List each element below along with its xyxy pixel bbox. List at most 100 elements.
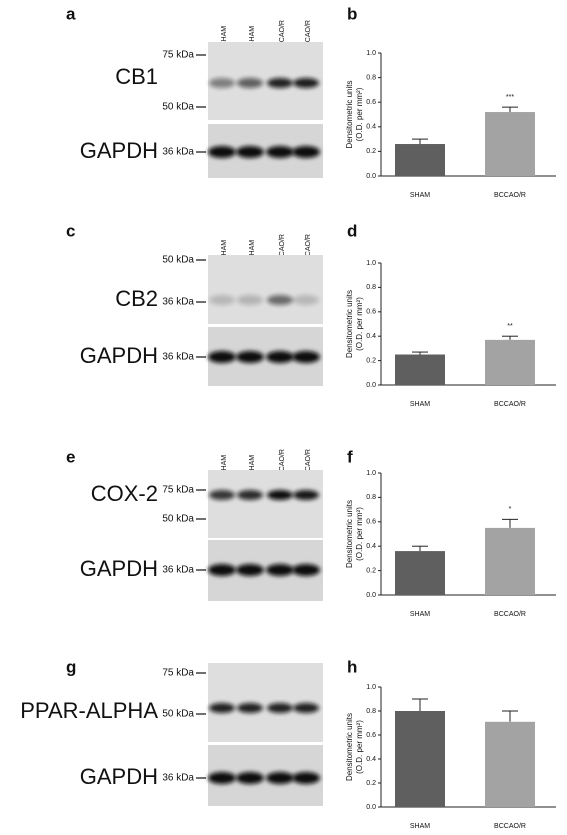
bar bbox=[395, 144, 445, 176]
gapdh-band bbox=[208, 772, 236, 784]
y-axis-title: (O.D. per mm²) bbox=[355, 507, 364, 561]
panel-letter: b bbox=[347, 4, 357, 23]
y-tick-label: 0.6 bbox=[366, 732, 376, 739]
gapdh-band bbox=[208, 351, 236, 363]
gapdh-band bbox=[292, 351, 320, 363]
significance: *** bbox=[506, 94, 514, 101]
y-tick-label: 0.0 bbox=[366, 804, 376, 811]
bar bbox=[395, 551, 445, 595]
gapdh-band bbox=[236, 146, 264, 158]
control-label: GAPDH bbox=[80, 764, 158, 789]
marker-label: 50 kDa bbox=[162, 709, 194, 720]
blot-membrane bbox=[208, 663, 323, 742]
protein-label: PPAR-ALPHA bbox=[20, 698, 158, 723]
y-tick-label: 0.4 bbox=[366, 756, 376, 763]
x-tick-label: BCCAO/R bbox=[494, 823, 526, 830]
protein-band bbox=[237, 295, 263, 305]
gapdh-band bbox=[236, 351, 264, 363]
marker-label: 50 kDa bbox=[162, 514, 194, 525]
panel-letter: a bbox=[66, 4, 76, 23]
gapdh-band bbox=[208, 146, 236, 158]
gapdh-band bbox=[292, 772, 320, 784]
gapdh-band bbox=[292, 564, 320, 576]
marker-label: 36 kDa bbox=[162, 297, 194, 308]
marker-label: 75 kDa bbox=[162, 485, 194, 496]
protein-band bbox=[209, 295, 235, 305]
y-axis-title: Densitometric units bbox=[345, 500, 354, 568]
gapdh-band bbox=[236, 772, 264, 784]
y-tick-label: 0.8 bbox=[366, 74, 376, 81]
marker-label: 75 kDa bbox=[162, 50, 194, 61]
protein-band bbox=[267, 490, 293, 500]
lane-label: BCCAO/R bbox=[305, 234, 312, 266]
lane-label: SHAM bbox=[249, 26, 256, 46]
x-tick-label: SHAM bbox=[410, 192, 430, 199]
lane-label: BCCAO/R bbox=[279, 234, 286, 266]
protein-label: COX-2 bbox=[91, 481, 158, 506]
y-tick-label: 0.2 bbox=[366, 357, 376, 364]
y-tick-label: 1.0 bbox=[366, 260, 376, 267]
x-tick-label: SHAM bbox=[410, 611, 430, 618]
y-axis-title: (O.D. per mm²) bbox=[355, 720, 364, 774]
protein-band bbox=[267, 295, 293, 305]
y-axis-title: (O.D. per mm²) bbox=[355, 297, 364, 351]
y-tick-label: 1.0 bbox=[366, 50, 376, 57]
panel-letter: e bbox=[66, 447, 75, 466]
marker-label: 36 kDa bbox=[162, 147, 194, 158]
y-tick-label: 0.0 bbox=[366, 173, 376, 180]
panel-letter: h bbox=[347, 657, 357, 676]
protein-band bbox=[293, 703, 319, 713]
y-tick-label: 0.4 bbox=[366, 333, 376, 340]
lane-label: SHAM bbox=[249, 240, 256, 260]
y-tick-label: 0.2 bbox=[366, 780, 376, 787]
bar bbox=[485, 721, 535, 807]
bar bbox=[485, 339, 535, 385]
lane-label: SHAM bbox=[221, 240, 228, 260]
x-tick-label: SHAM bbox=[410, 401, 430, 408]
protein-band bbox=[209, 490, 235, 500]
gapdh-band bbox=[266, 351, 294, 363]
protein-label: CB1 bbox=[115, 64, 158, 89]
significance: ** bbox=[507, 323, 513, 330]
x-tick-label: BCCAO/R bbox=[494, 192, 526, 199]
gapdh-band bbox=[266, 564, 294, 576]
y-axis-title: (O.D. per mm²) bbox=[355, 87, 364, 141]
y-tick-label: 0.4 bbox=[366, 543, 376, 550]
protein-band bbox=[267, 703, 293, 713]
protein-band bbox=[293, 295, 319, 305]
marker-label: 75 kDa bbox=[162, 668, 194, 679]
bar bbox=[395, 354, 445, 385]
marker-label: 36 kDa bbox=[162, 565, 194, 576]
y-tick-label: 0.8 bbox=[366, 284, 376, 291]
protein-band bbox=[293, 78, 319, 88]
protein-band bbox=[293, 490, 319, 500]
y-axis-title: Densitometric units bbox=[345, 713, 354, 781]
blot-membrane bbox=[208, 255, 323, 324]
y-tick-label: 1.0 bbox=[366, 684, 376, 691]
protein-band bbox=[237, 490, 263, 500]
lane-label: SHAM bbox=[221, 26, 228, 46]
x-tick-label: SHAM bbox=[410, 823, 430, 830]
lane-label: BCCAO/R bbox=[305, 20, 312, 52]
panel-letter: d bbox=[347, 221, 357, 240]
panel-letter: g bbox=[66, 657, 76, 676]
marker-label: 36 kDa bbox=[162, 773, 194, 784]
y-tick-label: 0.8 bbox=[366, 494, 376, 501]
protein-band bbox=[237, 78, 263, 88]
gapdh-band bbox=[266, 772, 294, 784]
marker-label: 36 kDa bbox=[162, 352, 194, 363]
protein-band bbox=[209, 703, 235, 713]
lane-label: SHAM bbox=[249, 455, 256, 475]
marker-label: 50 kDa bbox=[162, 102, 194, 113]
bar bbox=[395, 711, 445, 807]
y-tick-label: 0.2 bbox=[366, 148, 376, 155]
protein-band bbox=[237, 703, 263, 713]
control-label: GAPDH bbox=[80, 343, 158, 368]
x-tick-label: BCCAO/R bbox=[494, 401, 526, 408]
y-tick-label: 0.8 bbox=[366, 708, 376, 715]
protein-label: CB2 bbox=[115, 286, 158, 311]
lane-label: BCCAO/R bbox=[305, 449, 312, 481]
protein-band bbox=[209, 78, 235, 88]
control-label: GAPDH bbox=[80, 556, 158, 581]
